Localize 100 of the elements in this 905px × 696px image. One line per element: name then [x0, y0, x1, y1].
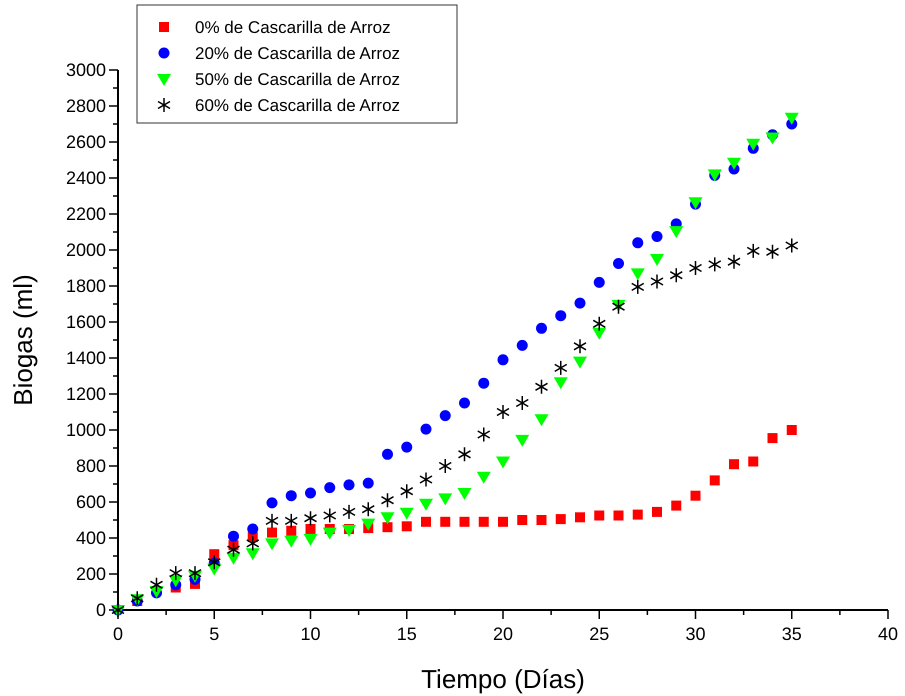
- point: [630, 268, 645, 280]
- legend-label: 20% de Cascarilla de Arroz: [195, 44, 400, 63]
- point: [362, 478, 374, 489]
- point: [361, 518, 376, 531]
- point: [323, 508, 336, 524]
- point: [362, 501, 375, 517]
- point: [613, 258, 624, 269]
- point: [766, 132, 780, 144]
- point: [768, 433, 778, 444]
- point: [496, 404, 510, 420]
- x-tick-label: 40: [878, 624, 898, 644]
- point: [554, 377, 568, 390]
- point: [688, 260, 702, 276]
- y-tick-label: 1800: [66, 276, 106, 296]
- y-tick-label: 800: [76, 456, 106, 476]
- point: [786, 425, 797, 435]
- x-tick-label: 25: [589, 624, 610, 644]
- point: [746, 243, 760, 259]
- point: [575, 512, 585, 522]
- point: [498, 354, 508, 366]
- point: [150, 577, 164, 593]
- point: [785, 238, 798, 254]
- point: [380, 492, 394, 508]
- point: [746, 138, 760, 151]
- point: [536, 322, 547, 334]
- y-tick-label: 1200: [66, 384, 106, 404]
- point: [476, 472, 491, 484]
- point: [612, 298, 626, 314]
- point: [402, 521, 412, 532]
- point: [632, 237, 644, 248]
- point: [324, 482, 336, 494]
- y-tick-label: 2600: [66, 132, 106, 152]
- point: [632, 510, 643, 520]
- point: [517, 515, 528, 525]
- point: [304, 510, 318, 526]
- point: [515, 434, 530, 447]
- point: [246, 536, 260, 552]
- point: [421, 516, 431, 527]
- point: [440, 410, 451, 422]
- y-tick-label: 1400: [66, 348, 106, 368]
- point: [670, 267, 683, 283]
- x-tick-label: 10: [300, 624, 321, 644]
- point: [305, 488, 316, 498]
- point: [342, 504, 356, 520]
- point: [342, 524, 356, 537]
- y-tick-label: 600: [76, 492, 106, 512]
- point: [477, 426, 490, 442]
- point: [382, 448, 393, 460]
- x-tick-label: 0: [112, 624, 124, 644]
- point: [419, 498, 433, 511]
- y-tick-label: 200: [76, 564, 106, 584]
- point: [382, 522, 392, 532]
- y-tick-label: 2800: [66, 96, 106, 116]
- point: [574, 298, 586, 309]
- point: [420, 424, 432, 435]
- point: [729, 459, 739, 470]
- x-tick-label: 20: [492, 624, 514, 644]
- y-axis-title: Biogas (ml): [8, 274, 38, 406]
- point: [286, 526, 296, 536]
- point: [516, 395, 529, 411]
- point: [458, 446, 472, 462]
- point: [573, 338, 587, 354]
- point: [536, 515, 546, 525]
- y-tick-label: 1000: [66, 420, 106, 440]
- point: [534, 379, 548, 395]
- point: [496, 456, 510, 468]
- point: [516, 340, 528, 351]
- point: [306, 524, 316, 534]
- y-tick-label: 400: [76, 528, 106, 548]
- point: [380, 512, 394, 524]
- point: [669, 226, 684, 238]
- point: [266, 497, 278, 508]
- point: [460, 516, 470, 527]
- x-tick-label: 5: [209, 624, 220, 644]
- point: [440, 516, 450, 527]
- point: [650, 254, 664, 266]
- legend-label: 0% de Cascarilla de Arroz: [195, 18, 391, 37]
- point: [400, 508, 414, 520]
- point: [228, 530, 239, 542]
- x-tick-label: 15: [396, 624, 417, 644]
- point: [284, 536, 298, 548]
- point: [554, 360, 568, 376]
- point: [650, 274, 664, 290]
- point: [246, 548, 260, 560]
- legend-label: 50% de Cascarilla de Arroz: [195, 70, 400, 89]
- point: [592, 316, 606, 332]
- point: [727, 254, 741, 270]
- point: [438, 458, 452, 474]
- point: [690, 490, 700, 501]
- point: [766, 244, 780, 260]
- y-tick-label: 0: [96, 600, 106, 620]
- point: [784, 112, 799, 125]
- y-tick-label: 2200: [66, 204, 106, 224]
- point: [130, 590, 144, 606]
- y-tick-label: 2400: [66, 168, 106, 188]
- point: [556, 514, 566, 524]
- point: [573, 356, 587, 369]
- point: [265, 538, 279, 550]
- point: [209, 549, 220, 560]
- point: [169, 565, 182, 581]
